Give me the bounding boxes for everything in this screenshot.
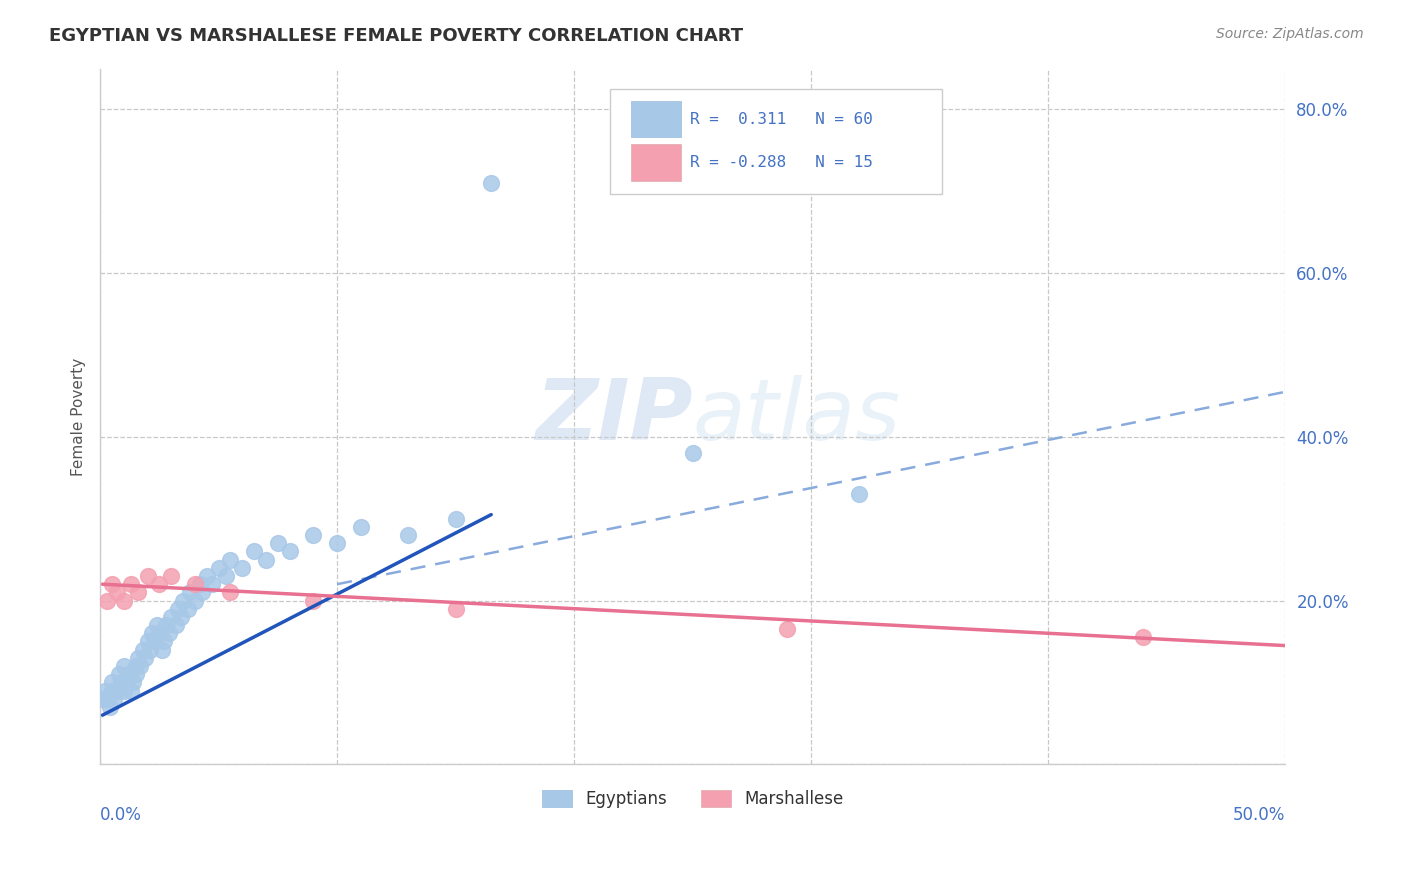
- Point: [117, 667, 139, 681]
- Point: [129, 659, 152, 673]
- Point: [350, 520, 373, 534]
- Point: [191, 585, 214, 599]
- FancyBboxPatch shape: [631, 145, 681, 180]
- Point: [125, 659, 148, 673]
- Point: [148, 577, 170, 591]
- Point: [219, 585, 242, 599]
- Point: [153, 634, 176, 648]
- Point: [231, 561, 253, 575]
- Point: [179, 585, 201, 599]
- FancyBboxPatch shape: [631, 101, 681, 137]
- Point: [112, 683, 135, 698]
- Point: [278, 544, 301, 558]
- Point: [136, 634, 159, 648]
- Point: [177, 601, 200, 615]
- Point: [157, 626, 180, 640]
- Text: R = -0.288   N = 15: R = -0.288 N = 15: [690, 155, 873, 170]
- Text: ZIP: ZIP: [536, 375, 693, 458]
- Text: atlas: atlas: [693, 375, 901, 458]
- Point: [112, 593, 135, 607]
- Point: [110, 675, 132, 690]
- Point: [101, 683, 124, 698]
- Point: [848, 487, 870, 501]
- Point: [170, 610, 193, 624]
- Point: [302, 528, 325, 542]
- Point: [160, 610, 183, 624]
- Point: [127, 585, 149, 599]
- Point: [139, 642, 162, 657]
- Point: [160, 569, 183, 583]
- Point: [155, 618, 177, 632]
- Point: [776, 622, 799, 636]
- Point: [167, 601, 190, 615]
- Point: [115, 675, 138, 690]
- Point: [184, 593, 207, 607]
- Point: [444, 512, 467, 526]
- Point: [195, 569, 218, 583]
- Point: [219, 552, 242, 566]
- Point: [444, 601, 467, 615]
- Point: [165, 618, 187, 632]
- Point: [101, 675, 124, 690]
- Point: [146, 618, 169, 632]
- Text: EGYPTIAN VS MARSHALLESE FEMALE POVERTY CORRELATION CHART: EGYPTIAN VS MARSHALLESE FEMALE POVERTY C…: [49, 27, 744, 45]
- Point: [172, 593, 194, 607]
- Point: [120, 577, 142, 591]
- Text: 0.0%: 0.0%: [100, 806, 142, 824]
- Y-axis label: Female Poverty: Female Poverty: [72, 358, 86, 475]
- Point: [267, 536, 290, 550]
- Point: [302, 593, 325, 607]
- Point: [479, 176, 502, 190]
- Text: 50.0%: 50.0%: [1233, 806, 1285, 824]
- Text: R =  0.311   N = 60: R = 0.311 N = 60: [690, 112, 873, 127]
- Point: [184, 577, 207, 591]
- Point: [215, 569, 238, 583]
- Point: [112, 659, 135, 673]
- Point: [127, 651, 149, 665]
- Point: [136, 569, 159, 583]
- Point: [96, 691, 118, 706]
- Point: [103, 691, 125, 706]
- Point: [91, 691, 114, 706]
- Point: [254, 552, 277, 566]
- Point: [396, 528, 419, 542]
- Point: [132, 642, 155, 657]
- Point: [125, 667, 148, 681]
- Point: [143, 634, 166, 648]
- Point: [108, 667, 131, 681]
- Point: [141, 626, 163, 640]
- Point: [243, 544, 266, 558]
- Point: [188, 577, 211, 591]
- Point: [98, 700, 121, 714]
- Point: [200, 577, 222, 591]
- Point: [682, 446, 704, 460]
- Point: [134, 651, 156, 665]
- Point: [1132, 631, 1154, 645]
- Point: [120, 683, 142, 698]
- Point: [96, 593, 118, 607]
- Point: [122, 675, 145, 690]
- Point: [150, 642, 173, 657]
- Point: [101, 577, 124, 591]
- Point: [326, 536, 349, 550]
- FancyBboxPatch shape: [610, 89, 942, 194]
- Point: [94, 683, 117, 698]
- Point: [208, 561, 231, 575]
- Legend: Egyptians, Marshallese: Egyptians, Marshallese: [536, 783, 849, 815]
- Point: [105, 683, 128, 698]
- Text: Source: ZipAtlas.com: Source: ZipAtlas.com: [1216, 27, 1364, 41]
- Point: [148, 626, 170, 640]
- Point: [105, 585, 128, 599]
